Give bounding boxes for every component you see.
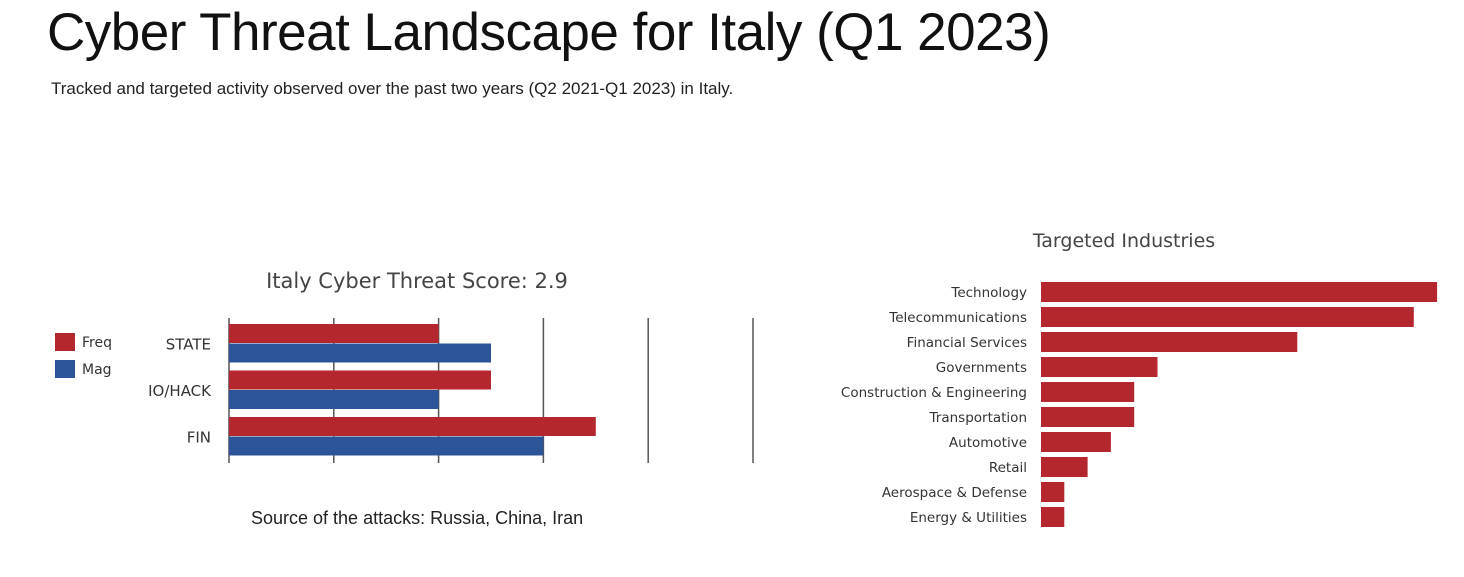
industry-label: Governments (936, 360, 1027, 376)
legend-label-freq: Freq (82, 335, 112, 351)
threat-score-bar-freq (229, 417, 596, 436)
industry-bar (1041, 457, 1088, 477)
page-subtitle: Tracked and targeted activity observed o… (51, 79, 734, 98)
legend-swatch-mag (55, 360, 75, 378)
industry-label: Transportation (929, 410, 1027, 426)
legend-swatch-freq (55, 333, 75, 351)
threat-score-category-label: IO/HACK (148, 382, 212, 400)
threat-score-bar-mag (229, 343, 491, 363)
industries-plot (1041, 282, 1438, 527)
industry-bar (1041, 282, 1438, 302)
industry-bar (1041, 407, 1135, 427)
industry-bar (1041, 382, 1135, 402)
industry-label: Retail (989, 460, 1027, 476)
industry-bar (1041, 332, 1298, 352)
threat-score-plot (228, 318, 754, 463)
industry-label: Construction & Engineering (841, 385, 1027, 401)
industry-label: Energy & Utilities (910, 510, 1027, 526)
legend-label-mag: Mag (82, 362, 112, 378)
page-title: Cyber Threat Landscape for Italy (Q1 202… (47, 3, 1051, 62)
threat-score-bar-mag (229, 436, 544, 456)
threat-score-bar-freq (229, 370, 491, 390)
industry-label: Automotive (949, 435, 1027, 451)
industry-label: Technology (950, 285, 1027, 301)
industries-title: Targeted Industries (1032, 230, 1215, 252)
industry-bar (1041, 357, 1158, 377)
industry-label: Financial Services (907, 335, 1027, 351)
industry-bar (1041, 432, 1111, 452)
threat-score-title: Italy Cyber Threat Score: 2.9 (266, 269, 568, 293)
threat-score-bar-mag (229, 390, 439, 409)
attack-source-text: Source of the attacks: Russia, China, Ir… (251, 508, 584, 528)
threat-score-category-label: STATE (166, 336, 211, 354)
industry-bar (1041, 507, 1065, 527)
industry-label: Telecommunications (888, 310, 1027, 326)
threat-score-bar-freq (229, 324, 439, 343)
threat-score-category-label: FIN (187, 429, 211, 447)
industry-bar (1041, 482, 1065, 502)
industry-label: Aerospace & Defense (882, 485, 1027, 501)
industry-bar (1041, 307, 1414, 327)
